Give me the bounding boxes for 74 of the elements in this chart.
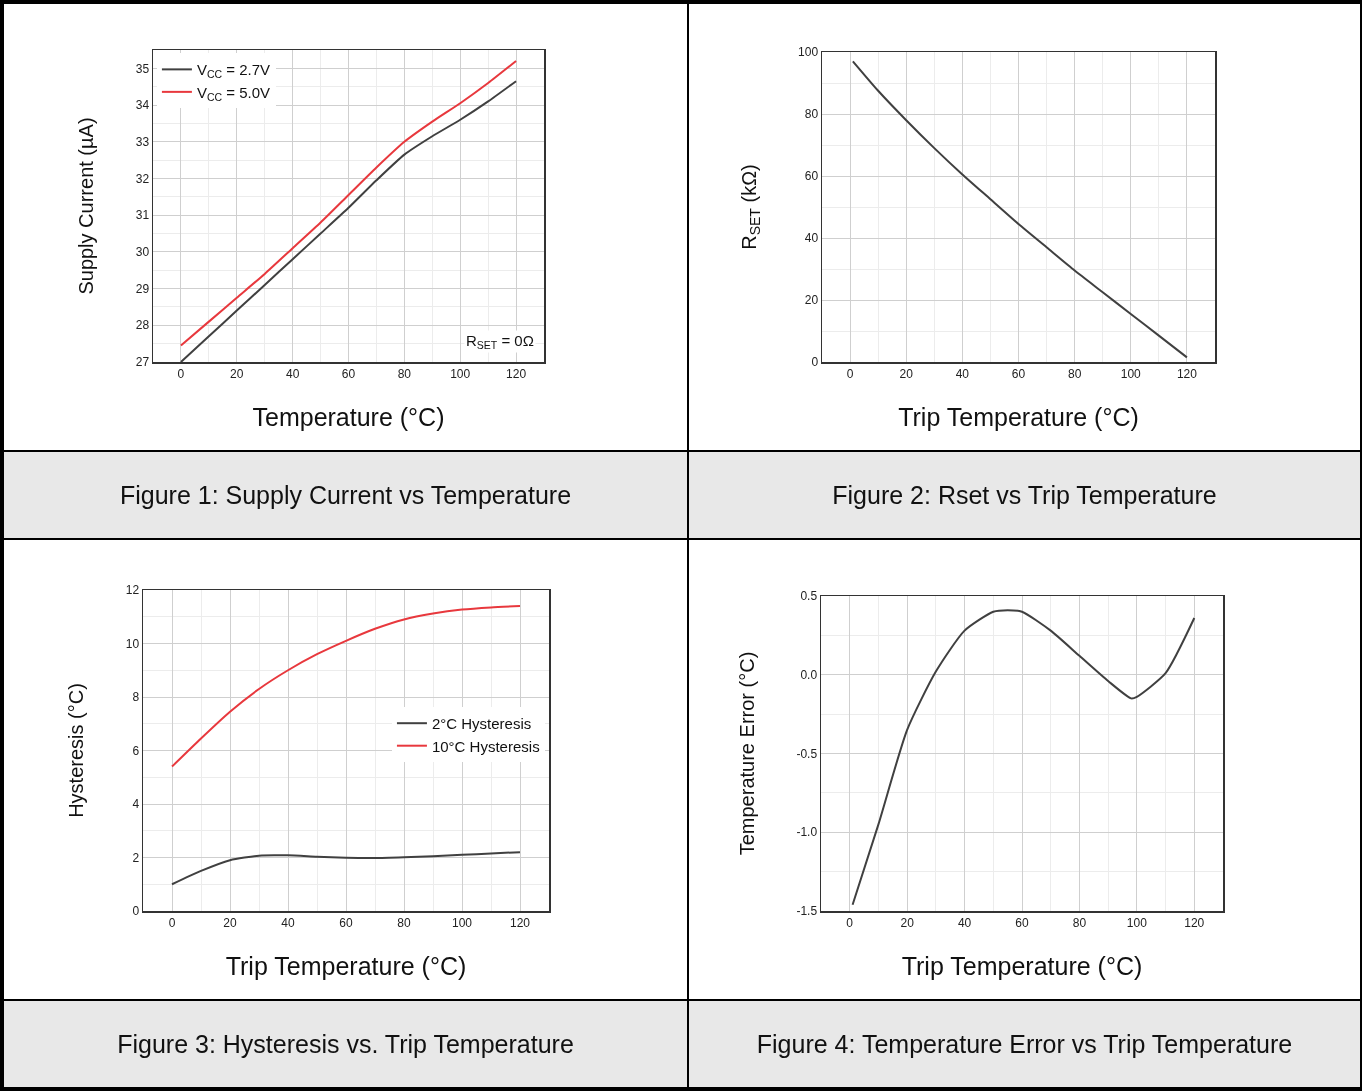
x-tick-label: 20 (899, 366, 914, 381)
y-tick-label: 20 (804, 293, 819, 308)
x-tick-label: 120 (506, 366, 527, 381)
y-tick-label: 60 (804, 169, 819, 184)
y-tick-label: 27 (135, 355, 150, 370)
x-tick-label: 20 (230, 366, 244, 381)
x-tick-label: 80 (397, 915, 411, 930)
y-tick-label: 28 (135, 318, 150, 333)
y-tick-label: -1.0 (796, 825, 818, 840)
legend-label: V$_{CC}$ = 2.7V (196, 61, 271, 81)
y-tick-label: 31 (135, 208, 150, 223)
y-axis-title: Temperature Error (°C) (736, 651, 759, 856)
y-tick-label: 4 (132, 797, 140, 812)
x-tick-label: 120 (1176, 366, 1198, 381)
x-tick-label: 80 (1067, 366, 1082, 381)
x-tick-label: 80 (397, 366, 412, 381)
y-tick-label: 30 (135, 245, 150, 260)
caption: Figure 4: Temperature Error vs Trip Temperature (689, 999, 1360, 1087)
x-tick-label: 40 (955, 366, 970, 381)
y-axis-title: Supply Current (µA) (75, 117, 98, 295)
x-axis-title: Trip Temperature (°C) (898, 402, 1139, 431)
x-tick-label: 0 (846, 366, 854, 381)
x-tick-label: 40 (281, 915, 295, 930)
x-tick-label: 40 (957, 915, 972, 930)
y-tick-label: -0.5 (796, 746, 818, 761)
y-tick-label: 2 (132, 850, 140, 865)
x-tick-label: 40 (285, 366, 300, 381)
x-tick-label: 100 (1120, 366, 1142, 381)
x-tick-label: 60 (1011, 366, 1026, 381)
annotation: R$_{SET}$ = 0Ω (466, 332, 534, 352)
y-tick-label: 80 (804, 107, 819, 122)
x-tick-label: 120 (1184, 915, 1205, 930)
x-axis-title: Trip Temperature (°C) (901, 951, 1143, 980)
y-tick-label: 12 (125, 583, 140, 598)
y-axis-title: Hysteresis (°C) (65, 683, 88, 818)
y-tick-label: 0.0 (800, 667, 818, 682)
y-tick-label: 34 (135, 98, 150, 113)
x-tick-label: 80 (1072, 915, 1087, 930)
x-tick-label: 20 (900, 915, 915, 930)
y-tick-label: 0.5 (800, 589, 818, 604)
x-axis-title: Trip Temperature (°C) (225, 951, 467, 980)
y-tick-label: 0 (132, 904, 140, 919)
x-tick-label: 100 (1126, 915, 1148, 930)
x-tick-label: 60 (339, 915, 353, 930)
y-tick-label: 100 (798, 45, 819, 60)
x-tick-label: 0 (168, 915, 176, 930)
x-tick-label: 100 (450, 366, 471, 381)
legend-label: V$_{CC}$ = 5.0V (196, 83, 271, 103)
line-series (171, 851, 521, 886)
y-tick-label: 32 (135, 171, 150, 186)
x-tick-label: 100 (451, 915, 473, 930)
legend-label: 2°C Hysteresis (431, 715, 532, 733)
y-tick-label: 29 (135, 281, 150, 296)
caption: Figure 2: Rset vs Trip Temperature (689, 450, 1360, 538)
y-tick-label: 33 (135, 134, 150, 149)
y-tick-label: 35 (135, 61, 150, 76)
y-tick-label: 10 (125, 636, 140, 651)
x-tick-label: 0 (846, 915, 854, 930)
x-tick-label: 120 (509, 915, 531, 930)
y-tick-label: 8 (132, 690, 140, 705)
x-tick-label: 0 (177, 366, 185, 381)
x-axis-title: Temperature (°C) (252, 402, 445, 431)
line-series (851, 609, 1196, 906)
y-tick-label: 6 (132, 743, 140, 758)
y-tick-label: -1.5 (796, 904, 818, 919)
caption: Figure 3: Hysteresis vs. Trip Temperature (4, 999, 687, 1087)
x-tick-label: 20 (223, 915, 237, 930)
legend-label: 10°C Hysteresis (431, 737, 540, 755)
y-tick-label: 40 (804, 231, 819, 246)
line-series (851, 60, 1188, 359)
x-tick-label: 60 (1015, 915, 1029, 930)
caption: Figure 1: Supply Current vs Temperature (4, 450, 687, 538)
y-tick-label: 0 (811, 355, 819, 370)
x-tick-label: 60 (341, 366, 356, 381)
